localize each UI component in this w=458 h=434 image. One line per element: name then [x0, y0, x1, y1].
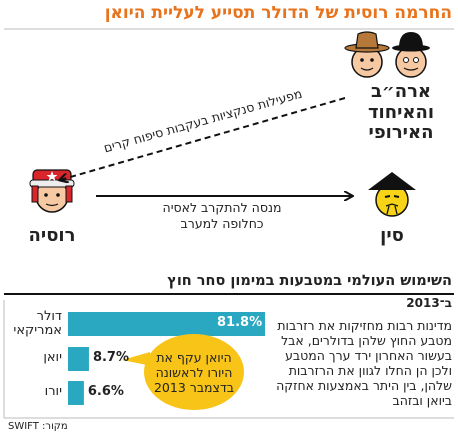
description: מדינות רבות מחזיקות את רזרבות מטבע החוץ …: [276, 318, 452, 408]
node-label: סין: [380, 225, 404, 246]
china-face: [368, 172, 416, 217]
bar: [68, 312, 265, 336]
value-label: 81.8%: [217, 315, 263, 330]
bar: [68, 347, 89, 371]
node-label: ארה״ב והאיחוד האירופי: [367, 81, 435, 144]
category-label: דולר אמריקאי: [13, 309, 62, 338]
chart-title: השימוש העולמי במטבעות במימון סחר חוץ: [167, 273, 452, 289]
russia-face: [29, 169, 75, 213]
bar: [68, 381, 84, 405]
category-label: יורו: [44, 384, 62, 399]
edge-label: מנסה להתקרב לאסיה כחלופה למערב: [162, 200, 282, 231]
sanctions-arrow: [60, 97, 346, 180]
source: מקור: SWIFT: [8, 421, 68, 432]
node-label: רוסיה: [28, 225, 76, 246]
annotation: היואן עקף את היורו לראשונה בדצמבר 2013: [153, 350, 235, 395]
annotation-bubble: [122, 334, 244, 410]
cowboy-face: [344, 31, 390, 78]
title: החרמה רוסית של הדולר תסייע לעליית היואן: [104, 3, 452, 23]
value-label: 8.7%: [92, 350, 129, 365]
value-label: 6.6%: [87, 384, 124, 399]
category-label: יואן: [43, 350, 62, 365]
bowler-face: [392, 32, 430, 78]
chart-subtitle: ב־2013: [406, 296, 452, 310]
